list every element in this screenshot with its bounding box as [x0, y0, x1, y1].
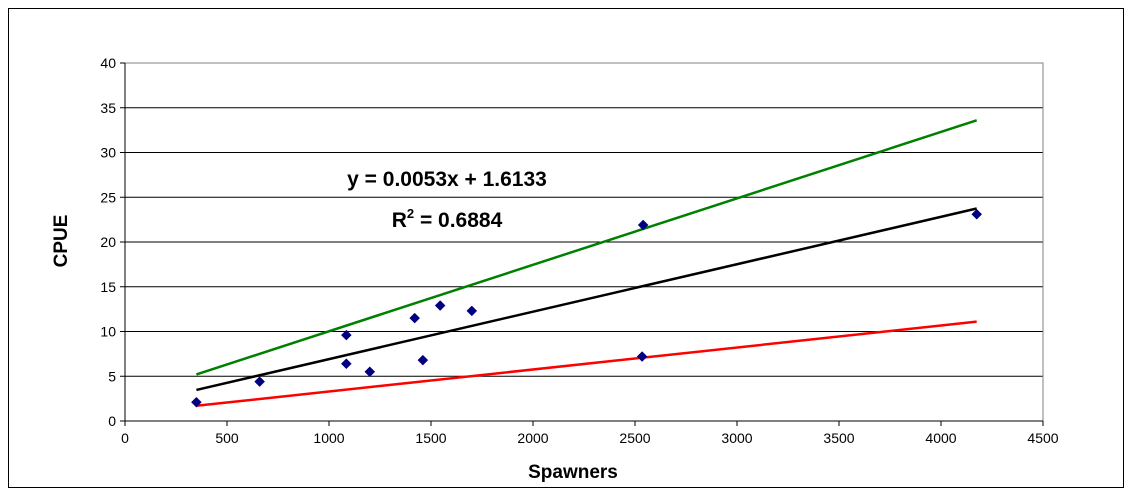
x-tick-label: 4500	[1027, 430, 1058, 446]
data-point	[409, 312, 421, 324]
data-point	[340, 329, 352, 341]
chart-svg: 0 5 10 15 20 25 30 35 40 0 500 1000 1500 2000 2500 3000…	[51, 55, 1059, 483]
data-points	[191, 208, 983, 408]
x-tick-label: 3000	[721, 430, 752, 446]
y-tick-label: 15	[100, 279, 116, 295]
r-squared-prefix: R	[392, 209, 407, 232]
data-point	[971, 208, 983, 220]
y-tick-label: 0	[108, 413, 116, 429]
x-tick-label: 1000	[313, 430, 344, 446]
r-squared-label: R2 = 0.6884	[392, 206, 503, 232]
data-point	[466, 305, 478, 317]
x-tick-label: 1500	[415, 430, 446, 446]
y-tick-label: 30	[100, 145, 116, 161]
data-point	[191, 396, 202, 408]
y-tick-label: 40	[100, 55, 116, 71]
regression-equation: y = 0.0053x + 1.6133	[347, 168, 547, 191]
data-point	[434, 300, 446, 311]
x-tick-label: 2000	[517, 430, 548, 446]
y-tick-label: 25	[100, 189, 116, 205]
y-tick-label: 5	[108, 368, 116, 384]
data-point	[637, 219, 649, 231]
trend-line	[196, 119, 978, 376]
y-tick-label: 10	[100, 324, 116, 340]
x-axis-title: Spawners	[528, 462, 618, 483]
y-tick-label: 20	[100, 234, 116, 250]
grid-layer	[125, 62, 1043, 377]
x-tick-label: 500	[215, 430, 239, 446]
x-tick-label: 4000	[925, 430, 956, 446]
x-tick-label: 2500	[619, 430, 650, 446]
data-point	[340, 358, 352, 370]
r-squared-superscript: 2	[407, 206, 414, 221]
x-tick-label: 3500	[823, 430, 854, 446]
chart-frame: 0 5 10 15 20 25 30 35 40 0 500 1000 1500 2000 2500 3000…	[8, 8, 1124, 488]
trend-line	[196, 207, 977, 392]
r-squared-value: = 0.6884	[414, 209, 502, 232]
data-point	[636, 351, 648, 362]
data-point	[364, 366, 376, 378]
trend-lines	[196, 119, 978, 408]
y-axis-title: CPUE	[51, 215, 72, 268]
axis-layer: 0 5 10 15 20 25 30 35 40 0 500 1000 1500 2000 2500 3000…	[100, 55, 1058, 446]
trend-line	[196, 320, 977, 408]
x-tick-label: 0	[121, 430, 129, 446]
data-point	[417, 354, 429, 366]
data-point	[254, 376, 265, 387]
y-tick-label: 35	[100, 100, 116, 116]
